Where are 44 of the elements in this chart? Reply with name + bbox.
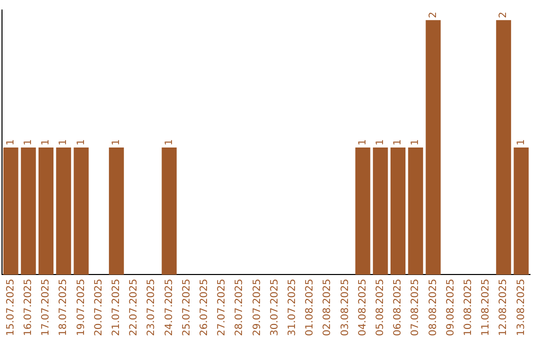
x-tick-label: 26.07.2025: [198, 278, 210, 336]
data-label: 1: [58, 139, 70, 146]
data-label: 2: [428, 12, 439, 18]
data-label: 1: [22, 139, 34, 146]
x-tick-label: 09.08.2025: [445, 278, 456, 336]
x-tick-label: 02.08.2025: [322, 278, 334, 336]
x-tick-label: 07.08.2025: [410, 278, 422, 336]
data-label: 1: [76, 139, 87, 146]
x-tick-label: 13.08.2025: [516, 278, 527, 336]
x-tick-label: 12.08.2025: [498, 278, 510, 336]
x-tick-label: 18.07.2025: [58, 278, 70, 336]
x-tick-label: 16.07.2025: [22, 278, 34, 336]
x-tick-label: 21.07.2025: [110, 278, 122, 336]
x-tick-label: 23.07.2025: [146, 278, 158, 336]
x-tick-label: 06.08.2025: [392, 278, 404, 336]
data-label: 1: [357, 139, 368, 146]
x-tick-label: 30.07.2025: [269, 278, 280, 336]
data-label: 1: [5, 139, 16, 146]
x-tick-label: 25.07.2025: [181, 278, 192, 336]
data-label: 1: [40, 139, 52, 146]
x-tick-label: 20.07.2025: [93, 278, 104, 336]
data-label: 2: [498, 12, 510, 18]
x-tick-label: 05.08.2025: [374, 278, 386, 336]
x-tick-label: 15.07.2025: [5, 278, 16, 336]
x-tick-label: 04.08.2025: [357, 278, 368, 336]
x-tick-label: 01.08.2025: [304, 278, 316, 336]
x-tick-label: 17.07.2025: [40, 278, 52, 336]
data-label: 1: [392, 139, 404, 146]
x-tick-label: 28.07.2025: [234, 278, 246, 336]
x-tick-label: 08.08.2025: [428, 278, 439, 336]
x-tick-label: 03.08.2025: [340, 278, 351, 336]
data-label: 1: [110, 139, 122, 146]
data-label: 1: [164, 139, 175, 146]
x-tick-label: 19.07.2025: [76, 278, 87, 336]
data-label: 1: [516, 139, 527, 146]
x-tick-label: 27.07.2025: [216, 278, 228, 336]
x-tick-label: 29.07.2025: [252, 278, 263, 336]
x-tick-label: 10.08.2025: [462, 278, 474, 336]
data-label: 1: [374, 139, 386, 146]
x-tick-label: 24.07.2025: [164, 278, 175, 336]
x-tick-label: 11.08.2025: [480, 278, 492, 336]
data-label: 1: [410, 139, 422, 146]
x-tick-label: 31.07.2025: [286, 278, 298, 336]
x-tick-label: 22.07.2025: [128, 278, 140, 336]
